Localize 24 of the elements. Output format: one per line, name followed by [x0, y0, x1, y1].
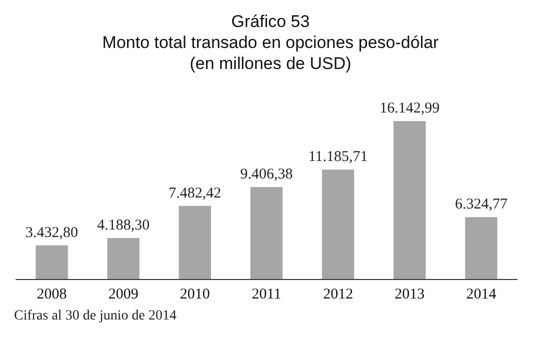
x-tick-label: 2010	[180, 286, 210, 302]
data-label: 11.185,71	[308, 149, 368, 166]
data-label: 4.188,30	[97, 218, 150, 234]
data-label: 6.324,77	[454, 196, 508, 213]
x-tick-label: 2013	[394, 286, 425, 302]
chart-title: Gráfico 53	[231, 12, 310, 31]
x-tick-label: 2008	[36, 286, 67, 302]
x-tick-label: 2012	[323, 286, 354, 302]
data-label: 3.432,80	[26, 224, 78, 241]
data-label: 16.142,99	[380, 100, 440, 117]
bar	[36, 245, 68, 279]
data-label: 7.482,42	[168, 185, 222, 202]
bar	[178, 206, 212, 279]
x-tick-label: 2009	[108, 286, 138, 302]
x-tick-label: 2011	[252, 286, 282, 302]
bar	[394, 121, 426, 279]
bar	[250, 187, 283, 279]
x-tick-label: 2014	[466, 286, 497, 302]
bar	[107, 238, 140, 279]
bar	[465, 217, 498, 279]
text: Cifras al 30 de junio de 2014	[14, 308, 177, 324]
chart-subtitle: Monto total transado en opciones peso-dólar (en millones de USD)	[102, 33, 440, 73]
data-label: 9.406,38	[240, 166, 293, 183]
bar	[322, 170, 354, 279]
